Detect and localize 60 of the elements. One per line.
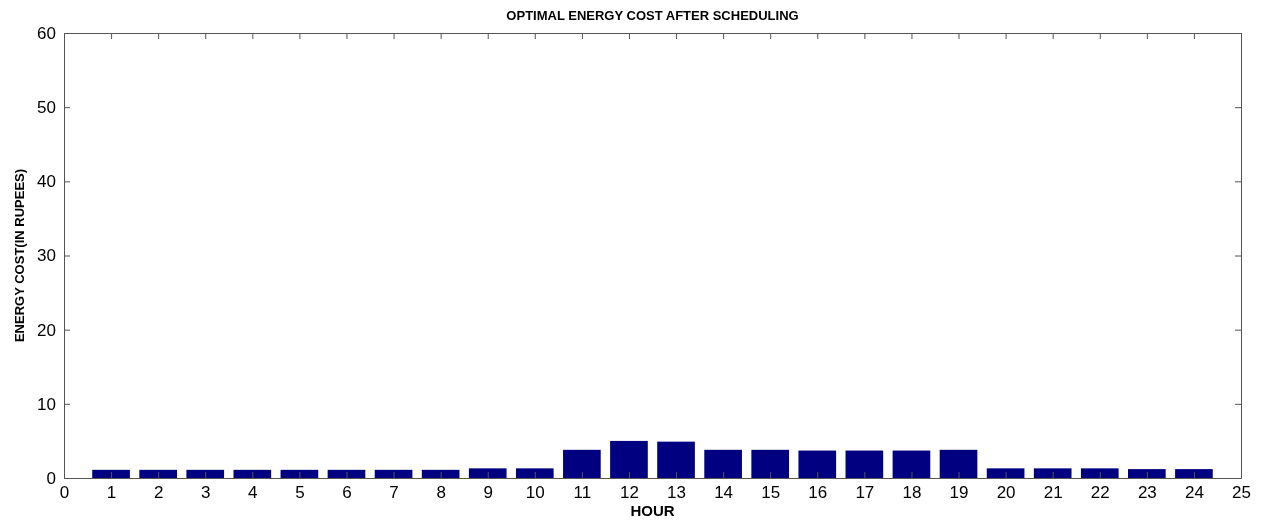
bar bbox=[233, 469, 272, 478]
bar bbox=[986, 468, 1025, 478]
x-tick-label: 22 bbox=[1090, 483, 1110, 503]
x-tick-label: 0 bbox=[59, 483, 70, 503]
bar bbox=[280, 469, 319, 478]
x-tick-label: 2 bbox=[153, 483, 164, 503]
x-tick-label: 4 bbox=[248, 483, 258, 503]
bar bbox=[327, 469, 366, 478]
bar bbox=[751, 449, 790, 478]
bar bbox=[845, 450, 884, 478]
x-tick-label: 10 bbox=[525, 483, 545, 503]
bar bbox=[563, 449, 601, 478]
x-tick-label: 18 bbox=[902, 483, 922, 503]
x-tick-label: 21 bbox=[1043, 483, 1063, 503]
x-tick-label: 5 bbox=[295, 483, 305, 503]
bar bbox=[1128, 469, 1166, 478]
bar bbox=[1033, 468, 1072, 478]
y-tick-label: 10 bbox=[37, 394, 56, 414]
y-tick-label: 30 bbox=[37, 246, 56, 266]
bar bbox=[468, 468, 507, 478]
bar bbox=[1175, 469, 1213, 478]
x-tick-label: 24 bbox=[1184, 483, 1204, 503]
bar bbox=[186, 469, 225, 478]
x-tick-label: 1 bbox=[106, 483, 117, 503]
y-axis-title: ENERGY COST(IN RUPEES) bbox=[12, 168, 27, 343]
bar bbox=[421, 469, 460, 478]
x-axis-title: HOUR bbox=[630, 502, 675, 519]
x-tick-label: 15 bbox=[761, 483, 781, 503]
bar bbox=[657, 441, 695, 478]
bar bbox=[92, 469, 130, 478]
x-tick-label: 13 bbox=[667, 483, 686, 503]
y-tick-label: 0 bbox=[46, 468, 56, 488]
chart-title: OPTIMAL ENERGY COST AFTER SCHEDULING bbox=[506, 8, 799, 23]
y-tick-label: 50 bbox=[37, 98, 56, 118]
bar bbox=[515, 468, 554, 478]
x-tick-label: 3 bbox=[201, 483, 211, 503]
x-tick-label: 11 bbox=[573, 483, 592, 503]
x-tick-label: 19 bbox=[949, 483, 969, 503]
x-tick-label: 7 bbox=[389, 483, 399, 503]
y-tick-label: 40 bbox=[37, 172, 56, 192]
y-tick-label: 20 bbox=[37, 320, 56, 340]
x-tick-label: 25 bbox=[1232, 483, 1251, 503]
x-tick-label: 9 bbox=[483, 483, 493, 503]
bar bbox=[374, 469, 413, 478]
x-tick-label: 8 bbox=[436, 483, 446, 503]
x-tick-label: 20 bbox=[996, 483, 1016, 503]
bar bbox=[704, 449, 742, 478]
bar bbox=[939, 449, 978, 478]
x-tick-label: 17 bbox=[855, 483, 875, 503]
x-tick-label: 6 bbox=[342, 483, 352, 503]
bar bbox=[1080, 468, 1119, 478]
bar bbox=[892, 450, 931, 478]
x-tick-label: 12 bbox=[620, 483, 639, 503]
x-tick-label: 16 bbox=[808, 483, 828, 503]
bar bbox=[798, 450, 837, 478]
x-tick-label: 23 bbox=[1137, 483, 1157, 503]
bar bbox=[139, 469, 177, 478]
y-tick-label: 60 bbox=[37, 23, 56, 43]
bar bbox=[610, 440, 648, 478]
x-tick-label: 14 bbox=[714, 483, 734, 503]
